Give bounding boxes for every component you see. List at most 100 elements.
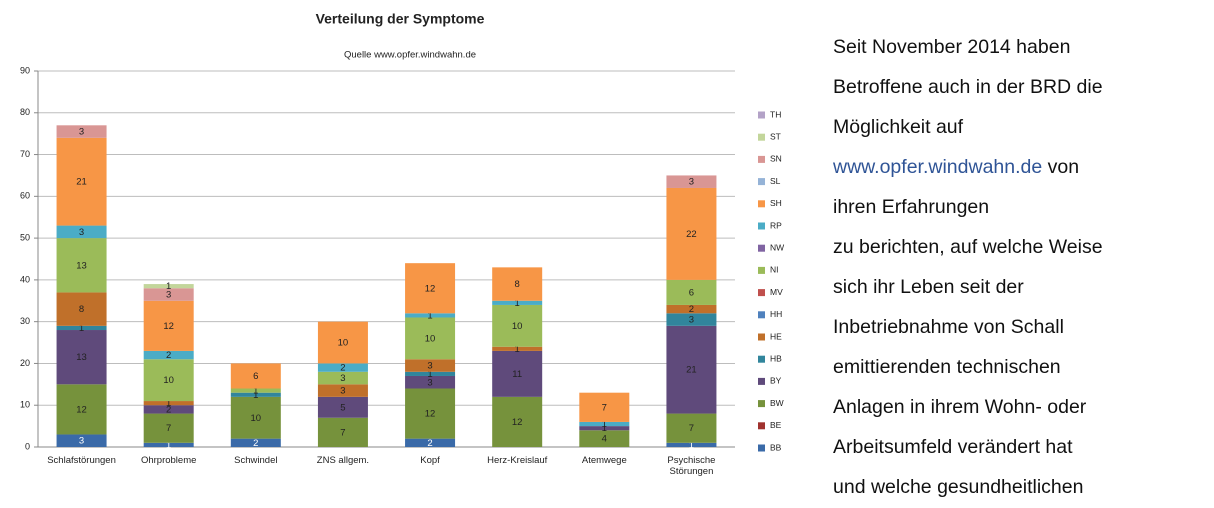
value-label: 5 (340, 402, 345, 413)
value-label: 3 (79, 436, 84, 447)
x-tick-label: Schlafstörungen (47, 455, 116, 466)
y-tick-label: 0 (25, 441, 30, 451)
value-label: 3 (340, 386, 345, 397)
bar-segment (666, 325, 717, 414)
y-tick-label: 80 (20, 107, 30, 117)
legend-label: BW (770, 398, 784, 408)
value-label: 13 (76, 260, 87, 271)
x-tick-label: Psychische Störungen (667, 455, 716, 477)
legend-label: SL (770, 176, 781, 186)
y-tick-label: 70 (20, 149, 30, 159)
text-line: sich ihr Leben seit der (833, 276, 1024, 298)
bar-segment (143, 359, 194, 402)
value-label: 10 (251, 413, 262, 424)
bar-segment (230, 396, 281, 439)
value-label: 6 (253, 371, 258, 382)
legend-swatch (758, 111, 765, 119)
y-tick-label: 50 (20, 232, 30, 242)
value-label: 1 (166, 398, 171, 409)
bar-segment (492, 346, 543, 351)
value-label: 12 (163, 321, 174, 332)
value-label: 1 (253, 390, 258, 401)
value-label: 3 (340, 373, 345, 384)
x-tick-label: Atemwege (581, 455, 627, 466)
legend-label: RP (770, 220, 782, 230)
legend-label: HH (770, 309, 782, 319)
text-line: zu berichten, auf welche Weise (833, 236, 1103, 258)
bar-segment (317, 363, 368, 372)
bar-segment (56, 137, 107, 226)
bar-segment (143, 401, 194, 406)
bar-segment (579, 426, 630, 431)
bar-segment (230, 363, 281, 389)
legend-label: BE (770, 420, 782, 430)
link[interactable]: www.opfer.windwahn.de (833, 156, 1043, 178)
bar-segment (666, 442, 717, 447)
y-tick-label: 60 (20, 191, 30, 201)
chart-title: Verteilung der Symptome (316, 11, 485, 27)
value-label: 3 (166, 290, 171, 301)
legend-swatch (758, 200, 765, 208)
value-label: 10 (425, 333, 436, 344)
value-label: 21 (686, 365, 697, 376)
bar-segment (317, 417, 368, 447)
bar-segment (317, 321, 368, 364)
legend-swatch (758, 289, 765, 297)
bar-segment (579, 392, 630, 422)
legend-swatch (758, 244, 765, 252)
bar-segment (405, 359, 456, 372)
bar-segment (666, 413, 717, 443)
value-label: 11 (512, 369, 522, 380)
bar-segment (666, 175, 717, 188)
value-label: 3 (79, 127, 84, 138)
chart: Verteilung der Symptome Quelle www.opfer… (20, 11, 784, 453)
x-tick-label: Herz-Kreislauf (487, 455, 548, 466)
value-label: 12 (512, 417, 523, 428)
text-line: und welche gesundheitlichen (833, 476, 1084, 498)
side-text: Seit November 2014 haben Betroffene auch … (833, 27, 1211, 507)
bar-segment (666, 313, 717, 326)
value-label: 10 (163, 375, 174, 386)
value-label: 2 (340, 363, 345, 374)
legend-label: BB (770, 442, 782, 452)
text-line: Anlagen in ihrem Wohn- oder (833, 396, 1087, 418)
legend-label: SH (770, 198, 782, 208)
value-label: 1 (253, 386, 258, 397)
y-tick-label: 30 (20, 316, 30, 326)
bar-segment (317, 384, 368, 397)
value-label: 7 (166, 423, 171, 434)
bar-segment (230, 388, 281, 393)
text-line: Inbetriebnahme von Schall (833, 316, 1064, 338)
value-label: 1 (602, 423, 607, 434)
y-tick-label: 20 (20, 358, 30, 368)
bar-segment (56, 238, 107, 293)
bar-segment (317, 371, 368, 385)
bar-segment (56, 384, 107, 435)
value-label: 7 (340, 427, 345, 438)
legend-label: SN (770, 154, 782, 164)
bar-segment (492, 304, 543, 347)
bar-segment (405, 313, 456, 318)
bar-segment (666, 187, 717, 280)
bar-segment (579, 430, 630, 447)
x-tick-label: Schwindel (234, 455, 278, 466)
bar-segment (143, 284, 194, 289)
legend-swatch (758, 155, 765, 163)
bar-segment (405, 317, 456, 360)
legend-swatch (758, 333, 765, 341)
value-label: 8 (79, 304, 84, 315)
legend-swatch (758, 311, 765, 319)
value-label: 22 (686, 229, 697, 240)
legend-swatch (758, 377, 765, 385)
bar-segment (143, 350, 194, 360)
value-label: 1 (689, 440, 694, 451)
x-tick-label: Kopf (420, 455, 440, 466)
legend-label: ST (770, 131, 781, 141)
legend-label: HB (770, 353, 782, 363)
value-label: 7 (689, 423, 694, 434)
text: von (1047, 156, 1080, 178)
value-label: 1 (427, 310, 432, 321)
chart-subtitle: Quelle www.opfer.windwahn.de (344, 50, 476, 61)
value-label: 13 (76, 352, 87, 363)
legend-label: MV (770, 287, 783, 297)
